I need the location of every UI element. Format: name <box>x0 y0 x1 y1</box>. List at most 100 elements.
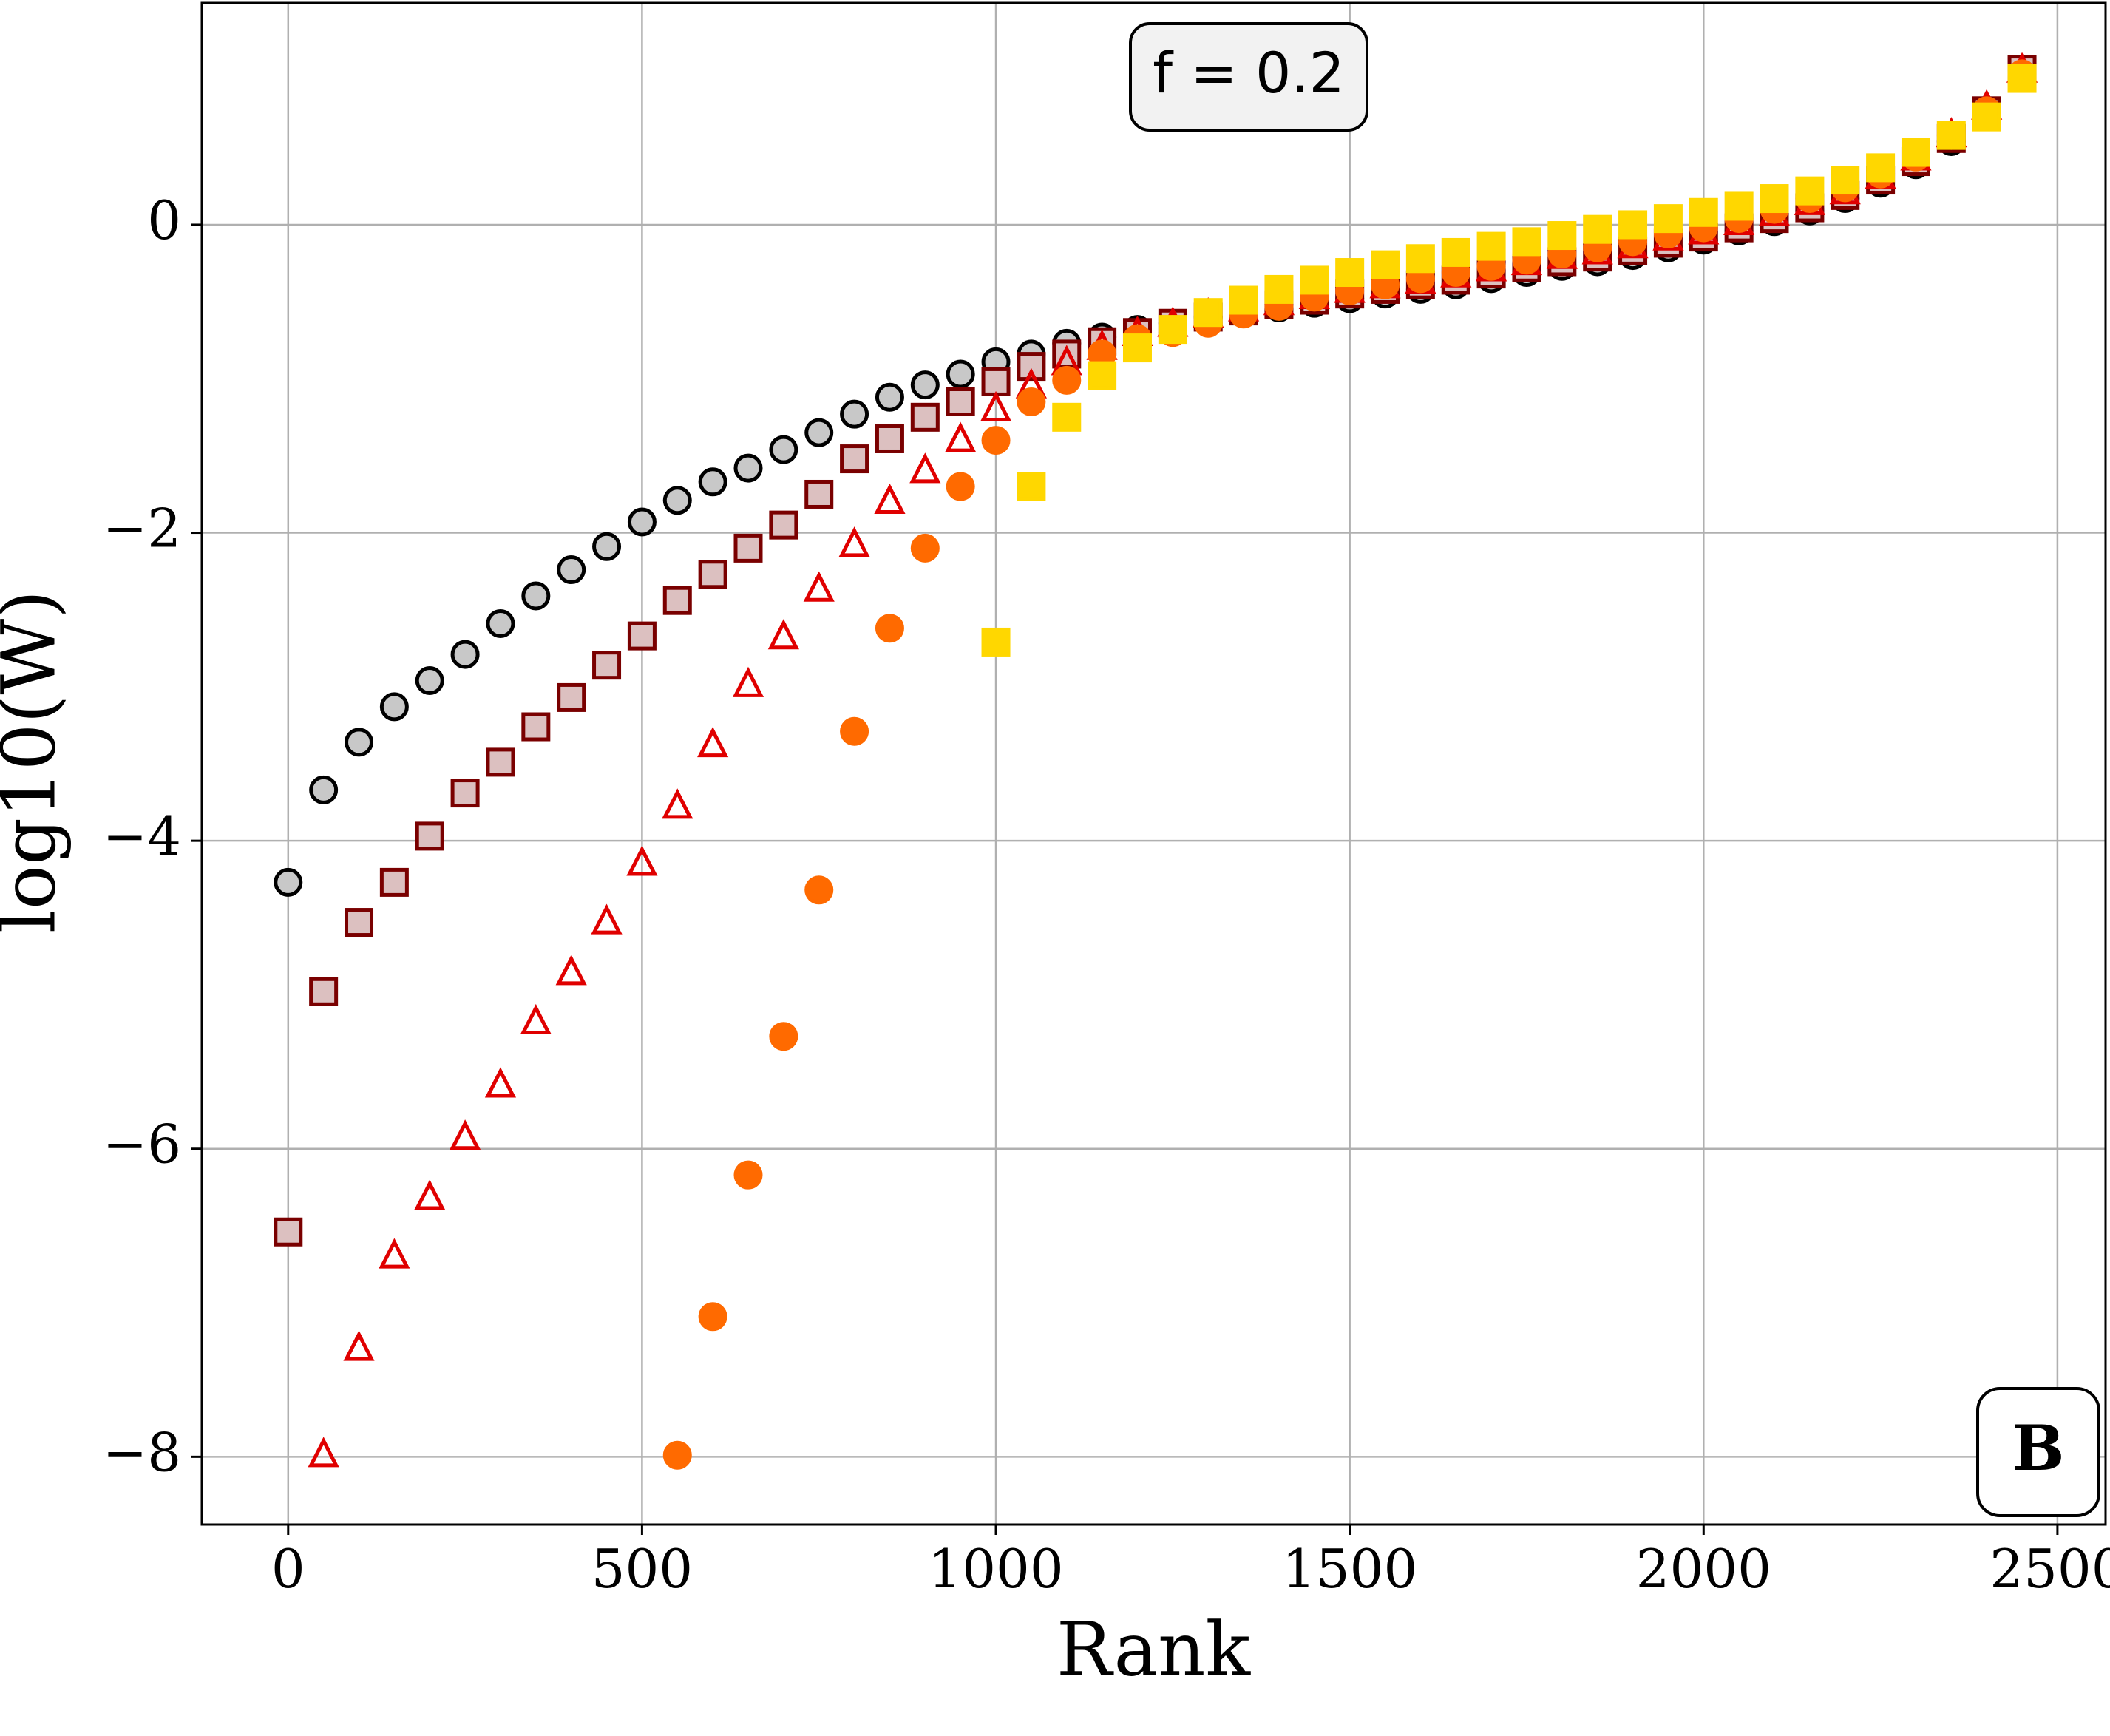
point <box>450 1119 481 1150</box>
point <box>698 1302 727 1332</box>
point <box>1476 231 1506 261</box>
x-tick-label: 1500 <box>1282 1538 1417 1600</box>
marks <box>274 52 2038 1470</box>
point <box>1831 166 1860 195</box>
point <box>1866 153 1896 183</box>
x-tick-label: 500 <box>591 1538 693 1600</box>
point <box>379 692 409 722</box>
point <box>1760 184 1789 214</box>
point <box>698 467 727 497</box>
point <box>1901 138 1930 167</box>
point <box>1052 402 1082 432</box>
point <box>767 619 799 650</box>
annotation: f = 0.2 <box>1153 40 1345 106</box>
point <box>557 555 586 585</box>
point <box>733 1160 763 1190</box>
point <box>1936 121 1966 150</box>
x-axis-label: Rank <box>1056 1607 1252 1693</box>
point <box>980 390 1012 422</box>
point <box>627 621 657 651</box>
y-tick-label: −2 <box>103 498 181 560</box>
point <box>521 712 551 742</box>
point <box>484 1067 517 1098</box>
point <box>697 726 729 758</box>
point <box>1122 333 1152 363</box>
point <box>733 453 763 483</box>
point <box>1371 250 1400 279</box>
point <box>875 614 904 643</box>
y-tick-label: 0 <box>147 189 181 251</box>
point <box>1441 237 1470 267</box>
plot-frame <box>200 1 2107 1526</box>
point <box>698 560 727 589</box>
point <box>1512 227 1541 257</box>
point <box>946 472 975 501</box>
point <box>909 452 941 484</box>
panel-box <box>1976 1387 2100 1517</box>
y-axis-label: log10(W) <box>0 590 72 933</box>
x-tick-label: 0 <box>271 1538 305 1600</box>
point <box>1547 221 1577 251</box>
point <box>520 1003 552 1035</box>
point <box>415 821 444 851</box>
point <box>1017 472 1046 501</box>
point <box>308 1437 339 1468</box>
point <box>1689 197 1718 227</box>
point <box>732 666 764 697</box>
point <box>804 875 834 905</box>
point <box>875 424 904 453</box>
point <box>840 399 869 429</box>
point <box>1335 258 1365 288</box>
point <box>1088 361 1117 390</box>
point <box>1300 265 1329 295</box>
point <box>415 666 444 696</box>
point <box>910 533 940 563</box>
point <box>662 586 692 615</box>
point <box>981 426 1011 455</box>
x-tick-label: 2500 <box>1989 1538 2110 1600</box>
point <box>769 510 798 540</box>
point <box>804 418 834 447</box>
point <box>769 1022 798 1051</box>
point <box>840 716 869 746</box>
grid <box>202 3 2106 1525</box>
point <box>910 370 940 400</box>
point <box>486 608 515 638</box>
point <box>875 382 904 412</box>
point <box>662 788 693 819</box>
point <box>592 532 622 561</box>
point <box>555 955 587 986</box>
point <box>450 640 480 669</box>
point <box>1795 176 1825 206</box>
point <box>557 682 586 712</box>
point <box>486 747 515 777</box>
point <box>1229 285 1258 315</box>
point <box>1193 298 1223 328</box>
x-tick-label: 1000 <box>928 1538 1063 1600</box>
point <box>274 867 303 897</box>
point <box>910 402 940 432</box>
point <box>1653 204 1683 234</box>
point <box>769 435 798 464</box>
point <box>981 627 1011 657</box>
point <box>1405 244 1435 274</box>
x-tick-label: 2000 <box>1636 1538 1771 1600</box>
point <box>803 571 835 602</box>
point <box>2007 64 2037 93</box>
point <box>309 977 339 1006</box>
point <box>626 845 658 876</box>
y-tick-label: −6 <box>103 1113 181 1176</box>
point <box>840 444 869 474</box>
point <box>874 483 906 514</box>
point <box>450 779 480 808</box>
point <box>662 486 692 515</box>
point <box>274 1217 303 1247</box>
y-tick-label: −4 <box>103 805 181 867</box>
point <box>1972 102 2001 132</box>
point <box>627 507 657 537</box>
y-tick-label: −8 <box>103 1421 181 1483</box>
point <box>1264 274 1294 304</box>
point <box>1158 315 1187 345</box>
point <box>945 421 977 452</box>
